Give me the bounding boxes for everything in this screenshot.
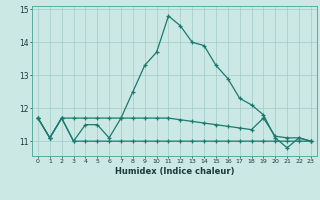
X-axis label: Humidex (Indice chaleur): Humidex (Indice chaleur) xyxy=(115,167,234,176)
